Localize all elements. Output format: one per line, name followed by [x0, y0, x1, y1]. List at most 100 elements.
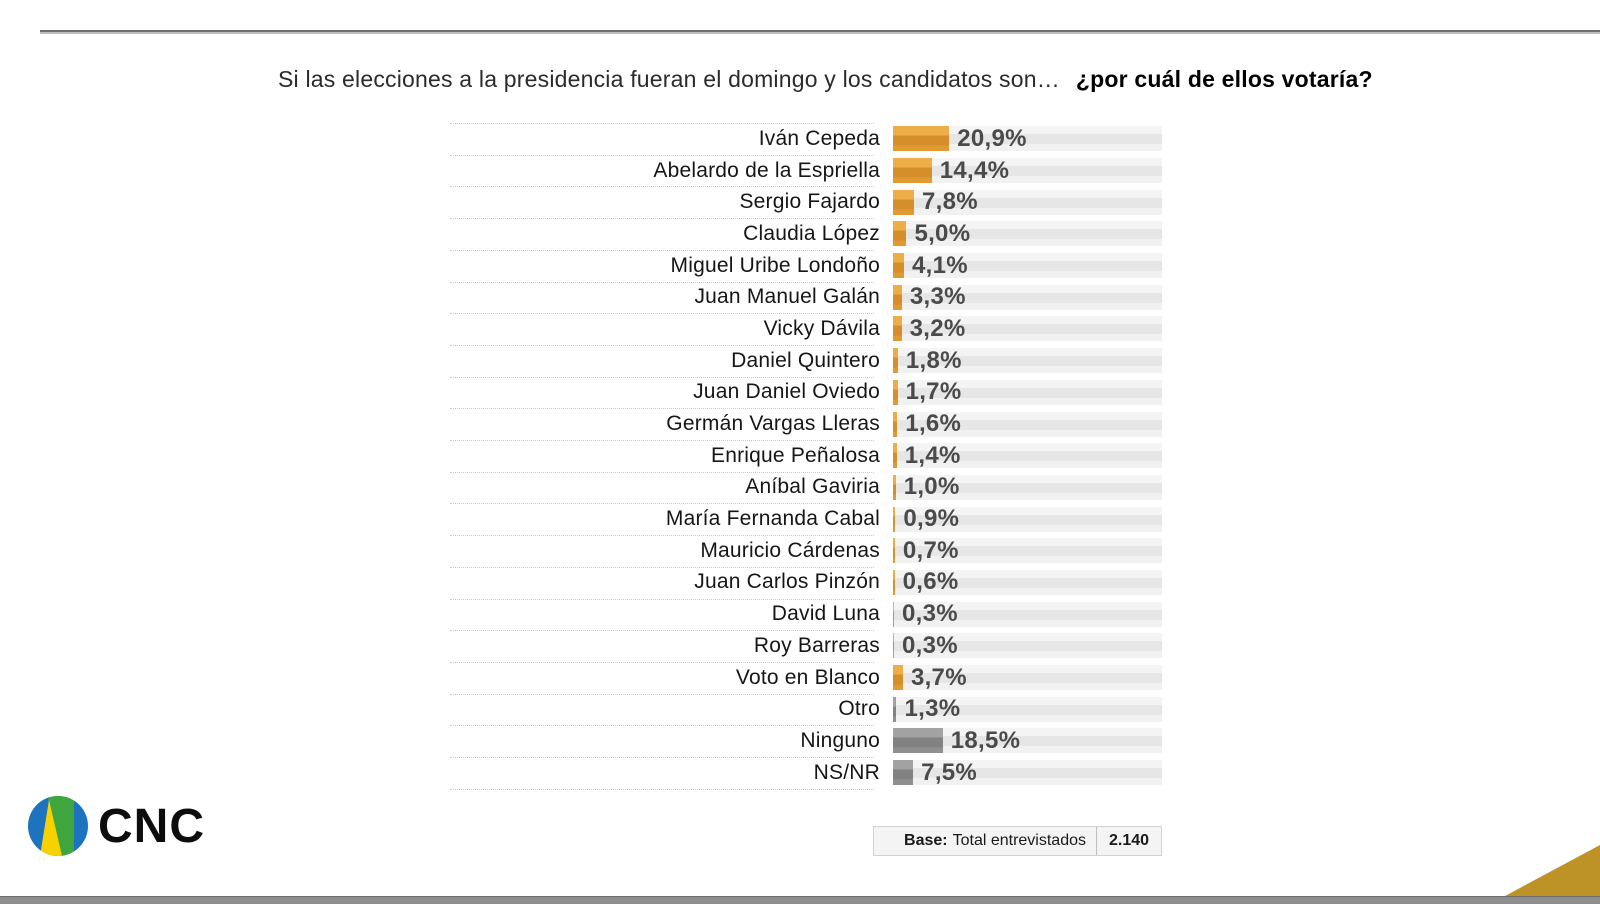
candidate-label: Juan Carlos Pinzón — [694, 570, 880, 594]
value-label: 1,7% — [905, 378, 962, 406]
bar — [893, 601, 894, 627]
base-label-bold: Base: — [904, 832, 948, 849]
candidate-label: Juan Manuel Galán — [694, 285, 880, 309]
bar — [893, 474, 896, 500]
corner-triangle — [1505, 845, 1600, 896]
chart-row: Roy Barreras 0,3% — [450, 630, 1162, 662]
base-label-text: Total entrevistados — [952, 832, 1086, 849]
row-separator — [450, 123, 874, 124]
chart-row: Vicky Dávila 3,2% — [450, 313, 1162, 345]
chart-row: NS/NR 7,5% — [450, 757, 1162, 789]
bar — [893, 696, 897, 722]
value-label: 4,1% — [912, 251, 968, 279]
bar-track: 1,3% — [893, 695, 1162, 723]
row-separator — [450, 661, 874, 663]
candidate-label: Vicky Dávila — [763, 316, 880, 340]
candidate-label: Germán Vargas Lleras — [666, 412, 880, 436]
bar-track: 1,6% — [893, 410, 1162, 438]
value-label: 0,3% — [902, 631, 958, 659]
value-label: 1,6% — [905, 410, 962, 438]
bar-track: 14,4% — [893, 156, 1162, 184]
bar-track: 1,4% — [893, 441, 1162, 469]
bar-track: 1,8% — [893, 346, 1162, 374]
bar-track: 5,0% — [893, 219, 1162, 247]
value-label: 14,4% — [939, 156, 1010, 184]
bar — [893, 284, 902, 310]
candidate-label: Voto en Blanco — [735, 665, 880, 689]
bar-chart: Iván Cepeda 20,9% Abelardo de la Espriella… — [450, 123, 1162, 790]
row-separator — [450, 281, 874, 283]
value-label: 1,8% — [905, 346, 962, 374]
value-label: 1,4% — [904, 441, 961, 469]
row-separator — [450, 693, 874, 695]
bar-track: 0,3% — [893, 600, 1162, 628]
value-label: 0,9% — [903, 505, 960, 533]
base-value: 2.140 — [1108, 832, 1150, 849]
chart-row: Juan Manuel Galán 3,3% — [450, 281, 1162, 313]
row-separator — [450, 788, 874, 790]
bar-track: 0,9% — [893, 505, 1162, 533]
candidate-label: Otro — [838, 697, 880, 721]
row-separator — [450, 440, 874, 441]
value-label: 3,2% — [909, 314, 966, 342]
chart-row: David Luna 0,3% — [450, 598, 1162, 630]
bar — [893, 126, 950, 152]
bar — [893, 189, 914, 215]
page-title: Si las elecciones a la presidencia fuera… — [278, 66, 1528, 93]
bar — [893, 443, 897, 469]
value-label: 5,0% — [914, 219, 971, 247]
row-separator — [450, 249, 874, 251]
bar-track: 1,7% — [893, 378, 1162, 406]
base-box: Base: Total entrevistados 2.140 — [873, 826, 1162, 856]
bar — [893, 760, 914, 786]
row-separator — [450, 154, 874, 156]
value-label: 0,3% — [902, 600, 958, 628]
bar — [893, 633, 894, 659]
candidate-label: Enrique Peñalosa — [711, 443, 880, 467]
title-question-intro: Si las elecciones a la presidencia fuera… — [278, 66, 1060, 92]
bar — [893, 665, 903, 691]
bar — [893, 506, 896, 532]
row-separator — [450, 535, 874, 537]
candidate-label: Ninguno — [800, 728, 880, 752]
row-separator — [450, 376, 874, 378]
value-label: 18,5% — [950, 726, 1021, 754]
chart-row: Mauricio Cárdenas 0,7% — [450, 535, 1162, 567]
cnc-logo: CNC — [28, 796, 205, 856]
chart-row: Juan Daniel Oviedo 1,7% — [450, 377, 1162, 409]
chart-row: Iván Cepeda 20,9% — [450, 123, 1162, 155]
bar — [893, 348, 898, 374]
candidate-label: Aníbal Gaviria — [745, 475, 880, 499]
candidate-label: María Fernanda Cabal — [665, 507, 880, 531]
bar-track: 7,5% — [893, 758, 1162, 786]
value-label: 1,3% — [904, 695, 961, 723]
chart-row: Aníbal Gaviria 1,0% — [450, 472, 1162, 504]
chart-row: Voto en Blanco 3,7% — [450, 662, 1162, 694]
value-label: 7,5% — [921, 758, 978, 786]
candidate-label: David Luna — [771, 602, 880, 626]
bar — [893, 538, 895, 564]
value-label: 7,8% — [921, 188, 978, 216]
bar — [893, 411, 898, 437]
candidate-label: Iván Cepeda — [758, 126, 880, 150]
candidate-label: Juan Daniel Oviedo — [693, 380, 880, 404]
bar-track: 1,0% — [893, 473, 1162, 501]
bottom-bar — [0, 896, 1600, 904]
value-label: 1,0% — [903, 473, 960, 501]
bar-track: 3,7% — [893, 664, 1162, 691]
chart-row: Sergio Fajardo 7,8% — [450, 186, 1162, 218]
candidate-label: Sergio Fajardo — [739, 190, 880, 214]
chart-row: María Fernanda Cabal 0,9% — [450, 503, 1162, 535]
candidate-label: Mauricio Cárdenas — [700, 538, 880, 562]
bar-track: 0,3% — [893, 631, 1162, 659]
bar-track: 18,5% — [893, 726, 1162, 754]
bar-track: 7,8% — [893, 188, 1162, 216]
row-separator — [450, 503, 874, 505]
chart-row: Claudia López 5,0% — [450, 218, 1162, 250]
chart-row: Enrique Peñalosa 1,4% — [450, 440, 1162, 472]
chart-row: Ninguno 18,5% — [450, 725, 1162, 757]
row-separator — [450, 598, 874, 600]
chart-rows: Iván Cepeda 20,9% Abelardo de la Espriella… — [450, 123, 1162, 790]
bar — [893, 158, 932, 184]
